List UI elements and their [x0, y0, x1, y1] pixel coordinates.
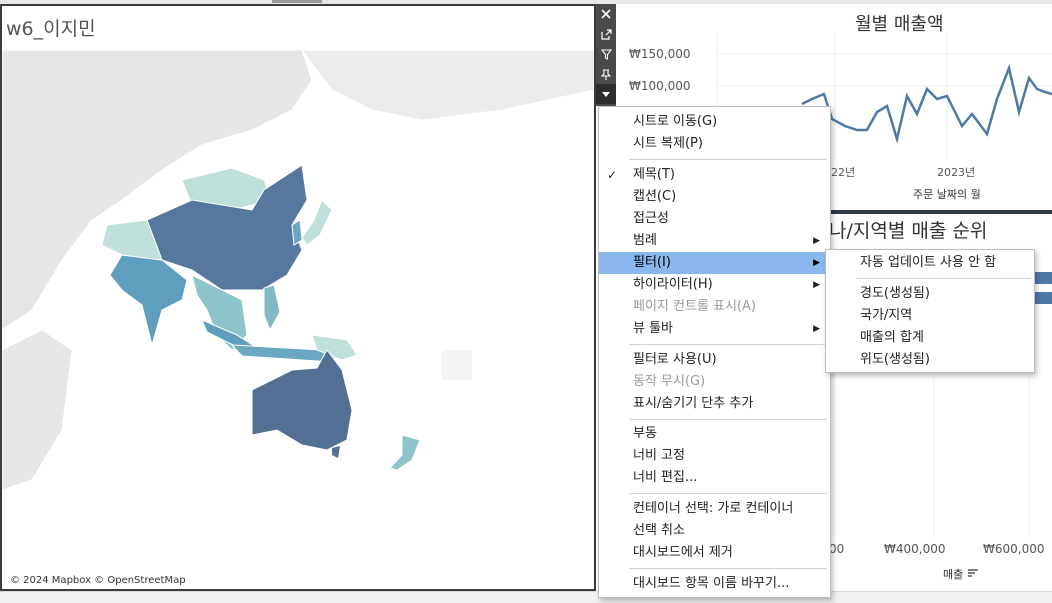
menu-item-highlighter[interactable]: 하이라이터(H) ▶	[599, 274, 830, 296]
submenu-arrow-icon: ▶	[813, 258, 820, 268]
submenu-item-longitude[interactable]: 경도(생성됨)	[860, 286, 930, 301]
zone-toolbar	[596, 4, 616, 106]
menu-item-remove-from-dashboard[interactable]: 대시보드에서 제거	[633, 545, 733, 560]
line-chart-title: 월별 매출액	[855, 14, 944, 35]
map-attribution[interactable]: © 2024 Mapbox © OpenStreetMap	[8, 575, 188, 586]
bar-x-tick-label: ₩400,000	[884, 542, 946, 556]
menu-item-fix-width[interactable]: 너비 고정	[633, 448, 685, 463]
submenu-item-country-region[interactable]: 국가/지역	[860, 308, 913, 323]
map-region-australia	[251, 349, 353, 451]
menu-separator	[856, 278, 1031, 279]
menu-item-ignore-actions: 동작 무시(G)	[633, 374, 706, 389]
y-tick-label: ₩150,000	[629, 47, 691, 61]
filter-submenu: 자동 업데이트 사용 안 함 경도(생성됨) 국가/지역 매출의 합계 위도(생…	[825, 249, 1035, 373]
x-tick-label: 22년	[831, 166, 856, 179]
menu-item-rename-dashboard-item[interactable]: 대시보드 항목 이름 바꾸기...	[633, 576, 790, 591]
submenu-arrow-icon: ▶	[813, 324, 820, 334]
menu-item-floating[interactable]: 부동	[633, 426, 657, 441]
menu-separator	[629, 344, 827, 345]
more-options-icon[interactable]	[596, 84, 616, 104]
submenu-arrow-icon: ▶	[813, 280, 820, 290]
submenu-item-latitude[interactable]: 위도(생성됨)	[860, 352, 930, 367]
menu-separator	[629, 568, 827, 569]
submenu-arrow-icon: ▶	[813, 236, 820, 246]
menu-separator	[629, 159, 827, 160]
menu-item-go-to-sheet[interactable]: 시트로 이동(G)	[633, 114, 718, 129]
bar-mark[interactable]	[1032, 292, 1052, 304]
menu-separator	[629, 493, 827, 494]
popout-icon[interactable]	[596, 24, 616, 44]
map-view[interactable]: © 2024 Mapbox © OpenStreetMap	[2, 50, 594, 589]
submenu-item-disable-auto-update[interactable]: 자동 업데이트 사용 안 함	[860, 255, 997, 270]
menu-item-accessibility[interactable]: 접근성	[633, 211, 669, 226]
bottom-strip	[0, 591, 1052, 603]
line-chart-x-title: 주문 날짜의 월	[913, 188, 981, 201]
bar-x-tick-label: ₩600,000	[983, 542, 1045, 556]
menu-item-add-show-hide-button[interactable]: 표시/숨기기 단추 추가	[633, 396, 754, 411]
map-sheet-panel[interactable]: w6_이지민	[0, 4, 596, 591]
top-strip	[0, 0, 1052, 4]
menu-item-edit-width[interactable]: 너비 편집...	[633, 470, 698, 485]
map-region-new-zealand	[389, 434, 421, 471]
top-strip-tab	[272, 0, 322, 3]
bar-mark[interactable]	[1032, 272, 1052, 284]
menu-item-show-page-controls: 페이지 컨트롤 표시(A)	[633, 299, 756, 314]
panel-divider	[829, 210, 1052, 214]
sort-icon[interactable]	[967, 568, 979, 578]
filter-icon[interactable]	[596, 44, 616, 64]
line-chart[interactable]	[617, 34, 1052, 174]
checkmark-icon: ✓	[607, 168, 618, 182]
menu-item-duplicate-sheet[interactable]: 시트 복제(P)	[633, 136, 703, 151]
close-icon[interactable]	[596, 4, 616, 24]
map-region-japan	[301, 199, 333, 246]
map-region-india	[109, 254, 188, 347]
x-tick-label: 2023년	[937, 166, 976, 179]
bar-chart-x-title[interactable]: 매출	[943, 566, 979, 582]
menu-item-filter[interactable]: 필터(I) ▶	[599, 252, 830, 274]
menu-item-view-toolbar[interactable]: 뷰 툴바 ▶	[599, 318, 830, 340]
map-region-indochina	[191, 274, 248, 351]
menu-separator	[629, 419, 827, 420]
menu-item-select-container[interactable]: 컨테이너 선택: 가로 컨테이너	[633, 501, 794, 516]
menu-item-title[interactable]: ✓ 제목(T)	[599, 164, 830, 186]
menu-item-legend[interactable]: 범례 ▶	[599, 230, 830, 252]
menu-item-deselect[interactable]: 선택 취소	[633, 523, 685, 538]
map-graphic	[2, 50, 594, 589]
bar-x-tick-label: 00	[829, 542, 845, 556]
y-tick-label: ₩100,000	[629, 79, 691, 93]
submenu-item-sum-of-sales[interactable]: 매출의 합계	[860, 330, 924, 345]
context-menu: 시트로 이동(G) 시트 복제(P) ✓ 제목(T) 캡션(C) 접근성 범례 ▶ …	[598, 106, 831, 598]
line-series	[801, 63, 1052, 144]
map-title[interactable]: w6_이지민	[6, 18, 96, 40]
bar-x-title-label: 매출	[943, 568, 964, 581]
pin-icon[interactable]	[596, 64, 616, 84]
menu-item-use-as-filter[interactable]: 필터로 사용(U)	[633, 352, 717, 367]
menu-item-caption[interactable]: 캡션(C)	[633, 189, 677, 204]
bar-chart-title: 나/지역별 매출 순위	[829, 220, 988, 242]
